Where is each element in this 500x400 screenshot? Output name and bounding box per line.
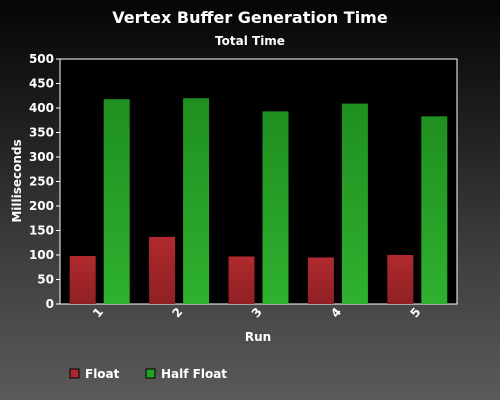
y-tick-label: 100 xyxy=(29,248,54,262)
x-tick-label: 2 xyxy=(169,305,185,320)
bar-half-float-run-5 xyxy=(421,116,448,304)
bar-half-float-run-3 xyxy=(262,111,289,305)
y-tick-label: 50 xyxy=(37,273,54,287)
bar-float-run-4 xyxy=(307,257,334,304)
legend-swatch-half-float xyxy=(145,368,156,379)
y-tick-label: 350 xyxy=(29,126,54,140)
x-axis-ticks: 1 2 3 4 5 xyxy=(90,305,424,320)
x-axis-label: Run xyxy=(245,330,271,344)
y-tick-label: 300 xyxy=(29,150,54,164)
bar-half-float-run-4 xyxy=(341,103,368,304)
y-axis-label: Milliseconds xyxy=(10,139,24,222)
bar-half-float-run-2 xyxy=(183,98,210,304)
legend-swatch-float xyxy=(69,368,80,379)
chart-subtitle: Total Time xyxy=(215,34,285,48)
y-tick-label: 400 xyxy=(29,101,54,115)
bars xyxy=(69,98,448,305)
legend-label: Float xyxy=(85,367,120,381)
x-tick-label: 3 xyxy=(249,305,265,320)
y-axis-ticks: 0 50 100 150 200 250 300 350 400 450 500 xyxy=(29,52,60,311)
bar-float-run-5 xyxy=(387,255,414,304)
y-tick-label: 250 xyxy=(29,175,54,189)
x-tick-label: 5 xyxy=(408,305,424,320)
y-tick-label: 500 xyxy=(29,52,54,66)
bar-half-float-run-1 xyxy=(103,99,130,305)
y-tick-label: 450 xyxy=(29,77,54,91)
y-tick-label: 0 xyxy=(46,297,54,311)
bar-float-run-3 xyxy=(228,256,255,304)
y-tick-label: 200 xyxy=(29,199,54,213)
x-tick-label: 1 xyxy=(90,305,106,320)
legend: Float Half Float xyxy=(69,367,227,381)
y-tick-label: 150 xyxy=(29,224,54,238)
bar-float-run-1 xyxy=(69,255,96,304)
chart-title: Vertex Buffer Generation Time xyxy=(112,8,388,27)
bar-float-run-2 xyxy=(149,236,176,304)
x-tick-label: 4 xyxy=(328,305,344,320)
legend-label: Half Float xyxy=(161,367,227,381)
